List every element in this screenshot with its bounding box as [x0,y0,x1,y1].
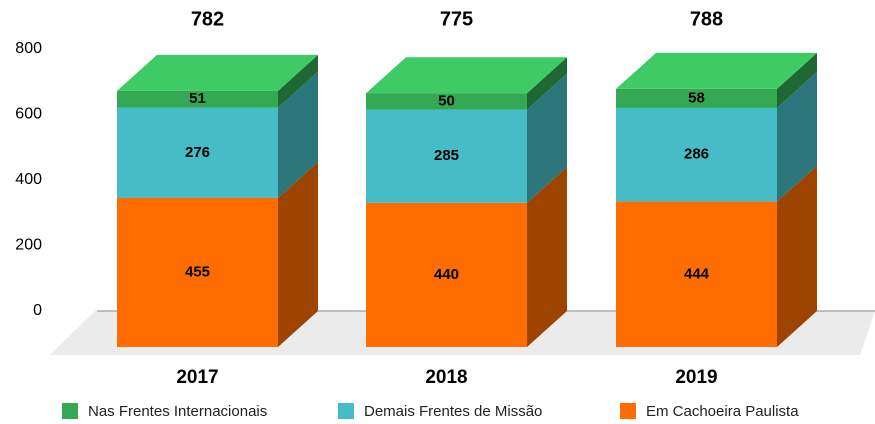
bar-segment [117,197,278,347]
total-label: 782 [191,8,224,30]
bar-top [616,52,817,89]
bar-side [527,57,567,110]
total-label: 775 [440,8,473,30]
legend-swatch [62,403,78,419]
bar-segment [366,93,527,110]
data-label: 58 [688,89,705,106]
bar-segment [366,202,527,347]
data-label: 440 [434,266,459,283]
y-tick-label: 200 [15,237,42,254]
legend-label: Nas Frentes Internacionais [88,403,267,420]
legend-swatch [338,403,354,419]
bar-segment [616,201,777,347]
bar-segment [117,90,278,108]
x-tick-label: 2017 [176,367,218,388]
data-label: 50 [438,92,455,109]
legend-label: Demais Frentes de Missão [364,403,542,420]
y-tick-label: 800 [15,40,42,57]
y-tick-label: 400 [15,171,42,188]
bar-side [777,52,817,108]
bar-segment [616,88,777,108]
bar-side [777,165,817,347]
x-tick-label: 2019 [675,367,717,388]
bar-side [278,71,318,198]
bar-segment [616,107,777,202]
bar-side [527,166,567,347]
y-tick-label: 0 [33,302,42,319]
data-label: 286 [684,146,709,163]
bar-side [527,73,567,203]
data-label: 285 [434,147,459,164]
bar-side [777,71,817,202]
legend-swatch [620,403,636,419]
bar-segment [117,107,278,198]
bar-segment [366,109,527,203]
data-label: 51 [189,90,206,107]
data-label: 455 [185,263,210,280]
bar-top [366,57,567,94]
total-label: 788 [690,8,723,30]
data-label: 444 [684,265,710,282]
data-label: 276 [185,144,210,161]
y-tick-label: 600 [15,106,42,123]
bar-top [117,54,318,91]
x-tick-label: 2018 [425,367,467,388]
bar-side [278,161,318,347]
bar-side [278,54,318,108]
legend-label: Em Cachoeira Paulista [646,403,799,420]
